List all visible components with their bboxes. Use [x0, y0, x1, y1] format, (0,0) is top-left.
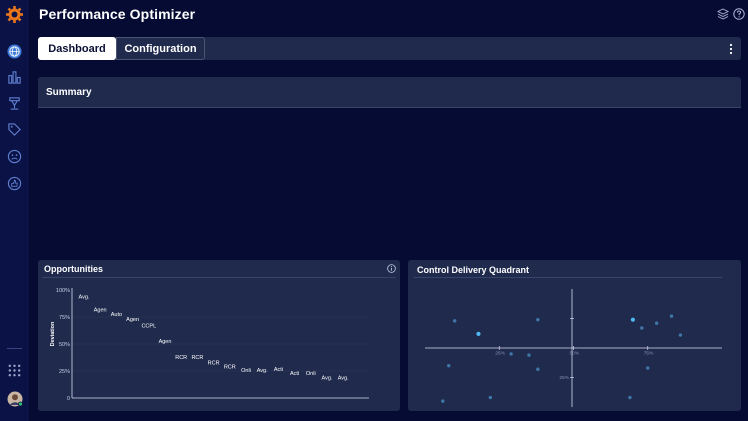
help-icon[interactable] [733, 8, 745, 20]
quadrant-chart: 25% 50% 75% 25% [425, 289, 722, 407]
quad-xtick-label: 50% [570, 351, 580, 357]
quad-point[interactable] [536, 317, 540, 322]
opp-data-label[interactable]: RCR [191, 355, 203, 361]
opp-data-label[interactable]: Acti [290, 371, 299, 377]
opportunities-chart: Deviation 100% 75% 50% 25% 0 Avg. Agen Auto Age… [50, 288, 369, 402]
quad-point[interactable] [678, 333, 683, 337]
top-bar: Performance Optimizer [29, 0, 748, 30]
face-icon[interactable] [7, 149, 22, 164]
quad-point[interactable] [654, 321, 659, 325]
quadrant-title: Control Delivery Quadrant [417, 265, 530, 275]
info-icon[interactable] [387, 264, 396, 273]
bar-chart-icon[interactable] [7, 70, 22, 85]
opp-data-label[interactable]: Avg. [257, 368, 268, 374]
opportunities-divider [42, 277, 396, 278]
opp-data-label[interactable]: Agen [159, 339, 172, 345]
quad-point[interactable] [509, 352, 513, 356]
opp-data-label[interactable]: Onli [306, 371, 316, 377]
tag-icon[interactable] [7, 122, 22, 137]
opp-data-label[interactable]: Avg. [338, 375, 349, 381]
opp-data-label[interactable]: Agen [94, 307, 107, 313]
opp-data-label[interactable]: Onli [241, 368, 251, 374]
quad-point[interactable] [488, 395, 493, 400]
opp-ytick-label: 100% [56, 288, 70, 294]
quad-point[interactable] [527, 353, 531, 357]
summary-panel: Summary [38, 77, 741, 108]
opp-ytick-label: 25% [59, 369, 70, 375]
quad-point[interactable] [628, 395, 632, 400]
quad-point[interactable] [441, 399, 445, 403]
opportunities-panel: Opportunities Deviation 100% 75% 50% 25% 0 A… [38, 260, 400, 411]
quad-point[interactable] [536, 367, 540, 371]
tab-bar: Dashboard Configuration [38, 37, 741, 60]
quad-point[interactable] [646, 366, 650, 370]
quadrant-divider [414, 277, 722, 278]
quad-xtick-label: 25% [495, 351, 505, 357]
quad-point[interactable] [630, 317, 635, 322]
quad-point[interactable] [453, 319, 457, 323]
more-options-icon[interactable] [729, 43, 733, 55]
globe-icon[interactable] [7, 44, 22, 59]
summary-title: Summary [46, 87, 92, 98]
thumbs-up-icon[interactable] [7, 176, 22, 191]
opp-data-label[interactable]: Acti [274, 367, 283, 373]
opp-data-label[interactable]: RCR [208, 360, 220, 366]
opp-data-label[interactable]: Avg. [79, 294, 90, 300]
sidebar-divider [7, 348, 22, 349]
quad-ytick-label: 25% [559, 375, 569, 381]
opp-ytick-label: 0 [67, 396, 70, 402]
opp-data-label[interactable]: RCR [175, 355, 187, 361]
opp-data-label[interactable]: Auto [111, 312, 122, 318]
quad-xtick-label: 75% [644, 351, 654, 357]
apps-grid-icon[interactable] [7, 363, 22, 378]
sidebar [0, 0, 29, 421]
quad-point[interactable] [640, 326, 644, 330]
quad-point[interactable] [447, 364, 451, 368]
app-logo-icon[interactable] [6, 6, 23, 23]
opportunities-title: Opportunities [44, 264, 103, 274]
opp-data-label[interactable]: RCR [224, 365, 236, 371]
layers-icon[interactable] [717, 8, 729, 20]
opp-ytick-label: 50% [59, 342, 70, 348]
opp-data-label[interactable]: Avg. [322, 375, 333, 381]
trophy-icon[interactable] [7, 96, 22, 111]
control-delivery-quadrant-panel: Control Delivery Quadrant 25% 50% 75% 25% [408, 260, 741, 411]
tab-configuration[interactable]: Configuration [116, 37, 205, 60]
quad-point[interactable] [669, 314, 674, 318]
app-title: Performance Optimizer [39, 6, 196, 22]
opp-ytick-label: 75% [59, 315, 70, 321]
tab-dashboard[interactable]: Dashboard [38, 37, 116, 60]
opp-ylabel: Deviation [50, 321, 56, 346]
user-avatar[interactable] [7, 391, 23, 407]
quad-point[interactable] [476, 331, 481, 336]
opp-data-label[interactable]: CCPL [141, 324, 156, 330]
opp-data-label[interactable]: Agen [126, 317, 139, 323]
